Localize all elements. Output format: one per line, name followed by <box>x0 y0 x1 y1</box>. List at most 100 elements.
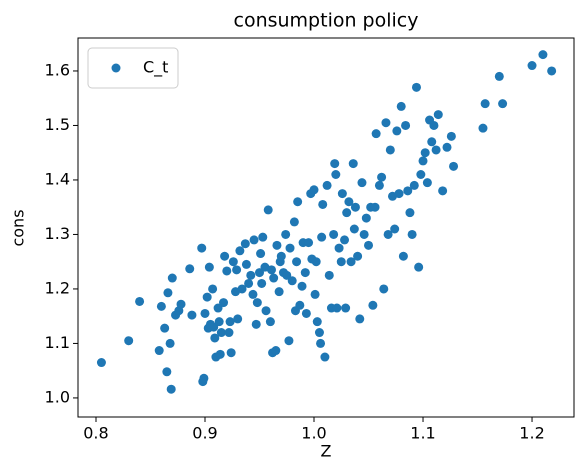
point <box>197 243 207 253</box>
point <box>167 273 177 283</box>
point <box>235 246 245 256</box>
point <box>292 257 302 267</box>
point <box>213 303 223 313</box>
point <box>240 239 250 249</box>
point <box>300 268 310 278</box>
point <box>357 178 367 188</box>
point <box>310 289 320 299</box>
point <box>418 156 428 166</box>
point <box>162 367 172 377</box>
point <box>371 129 381 139</box>
point <box>214 317 224 327</box>
point <box>215 349 225 359</box>
point <box>225 317 235 327</box>
point <box>176 299 186 309</box>
point <box>237 284 247 294</box>
point <box>370 202 380 212</box>
point <box>320 352 330 362</box>
point <box>538 50 548 60</box>
point <box>271 346 281 356</box>
point <box>282 270 292 280</box>
point <box>266 265 276 275</box>
point <box>341 303 351 313</box>
point <box>317 232 327 242</box>
point <box>342 208 352 218</box>
point <box>405 208 415 218</box>
point <box>301 308 311 318</box>
point <box>226 348 236 358</box>
point <box>311 257 321 267</box>
point <box>316 338 326 348</box>
point <box>390 224 400 234</box>
plot-frame <box>77 37 575 418</box>
point <box>210 333 220 343</box>
y-axis-label: cons <box>9 209 28 246</box>
point <box>379 284 389 294</box>
point <box>344 197 354 207</box>
point <box>208 284 218 294</box>
point <box>163 288 173 298</box>
point <box>222 266 232 276</box>
x-tick-label: 1.1 <box>410 424 435 443</box>
point <box>284 336 294 346</box>
point <box>304 238 314 248</box>
point <box>312 317 322 327</box>
point <box>287 276 297 286</box>
point <box>396 101 406 111</box>
point <box>427 137 437 147</box>
point <box>324 270 334 280</box>
point <box>263 205 273 215</box>
point <box>285 243 295 253</box>
point <box>407 229 417 239</box>
point <box>336 257 346 267</box>
y-tick-label: 1.0 <box>45 387 70 406</box>
point <box>241 259 251 269</box>
point <box>416 170 426 180</box>
point <box>228 257 238 267</box>
point <box>248 289 258 299</box>
point <box>220 251 230 261</box>
point <box>187 310 197 320</box>
point <box>429 120 439 130</box>
point <box>446 131 456 141</box>
point <box>276 251 286 261</box>
point <box>422 178 432 188</box>
point <box>257 278 267 288</box>
point <box>281 229 291 239</box>
point <box>431 145 441 155</box>
point <box>272 240 282 250</box>
point <box>403 186 413 196</box>
point <box>246 270 256 280</box>
point <box>332 303 342 313</box>
point <box>374 180 384 190</box>
point <box>480 99 490 109</box>
point <box>209 322 219 332</box>
point <box>232 265 242 275</box>
point <box>322 180 332 190</box>
point <box>216 328 226 338</box>
y-tick-label: 1.1 <box>45 333 70 352</box>
point <box>289 217 299 227</box>
point <box>160 323 170 333</box>
legend-marker <box>111 63 121 73</box>
point <box>420 148 430 158</box>
point <box>202 292 212 302</box>
point <box>409 180 419 190</box>
point <box>346 257 356 267</box>
point <box>381 118 391 128</box>
point <box>261 306 271 316</box>
point <box>547 66 557 76</box>
point <box>200 308 210 318</box>
point <box>449 161 459 171</box>
point <box>255 268 265 278</box>
y-tick-label: 1.3 <box>45 224 70 243</box>
point <box>331 170 341 180</box>
point <box>398 251 408 261</box>
point <box>340 235 350 245</box>
point <box>314 328 324 338</box>
point <box>438 186 448 196</box>
legend-box <box>87 47 179 89</box>
point <box>166 384 176 394</box>
point <box>96 358 106 368</box>
